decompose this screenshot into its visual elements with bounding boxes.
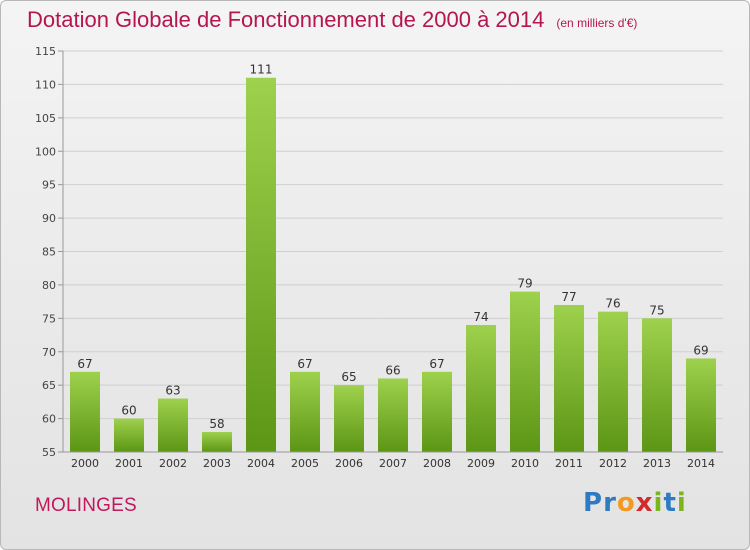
- logo-letter: o: [616, 488, 636, 518]
- y-axis: 55 60 65 70 75 80 85 90 95 100 105 110 115: [35, 45, 64, 459]
- data-label: 67: [77, 357, 92, 371]
- y-tick-label: 60: [42, 413, 56, 426]
- commune-name: MOLINGES: [35, 495, 137, 516]
- logo-letter: P: [583, 488, 604, 518]
- x-tick-label: 2003: [203, 457, 231, 470]
- y-tick-label: 105: [35, 112, 56, 125]
- bar-2008[interactable]: [422, 371, 452, 452]
- bar-2014[interactable]: [686, 358, 716, 452]
- x-tick-label: 2006: [335, 457, 363, 470]
- x-tick-label: 2013: [643, 457, 671, 470]
- bars: [70, 77, 716, 452]
- y-tick-label: 80: [42, 279, 56, 292]
- data-label: 75: [649, 303, 664, 317]
- data-label: 63: [165, 384, 180, 398]
- logo-letter: i: [653, 488, 664, 518]
- chart-title-block: Dotation Globale de Fonctionnement de 20…: [27, 7, 637, 33]
- logo-letter: i: [676, 488, 687, 518]
- x-tick-label: 2014: [687, 457, 715, 470]
- y-tick-label: 110: [35, 78, 56, 91]
- chart-title: Dotation Globale de Fonctionnement de 20…: [27, 7, 545, 32]
- data-label: 65: [341, 370, 356, 384]
- bar-2001[interactable]: [114, 418, 144, 452]
- logo-letter: x: [635, 488, 654, 518]
- data-label: 58: [209, 417, 224, 431]
- bar-2004[interactable]: [246, 77, 276, 452]
- bar-2011[interactable]: [554, 304, 584, 452]
- proxiti-logo[interactable]: Proxiti: [583, 488, 687, 518]
- data-labels: 67 60 63 58 111 67 65 66 67 74 79 77 76 75 69: [77, 63, 708, 431]
- x-tick-label: 2005: [291, 457, 319, 470]
- y-tick-label: 95: [42, 179, 56, 192]
- bar-2012[interactable]: [598, 311, 628, 452]
- data-label: 79: [517, 277, 532, 291]
- bar-2002[interactable]: [158, 398, 188, 452]
- y-tick-label: 55: [42, 446, 56, 459]
- data-label: 69: [693, 343, 708, 357]
- logo-letter: t: [663, 488, 677, 518]
- x-axis: 2000 2001 2002 2003 2004 2005 2006 2007 2008 2009…: [63, 451, 723, 470]
- logo-letter: r: [603, 488, 617, 518]
- x-tick-label: 2004: [247, 457, 275, 470]
- data-label: 77: [561, 290, 576, 304]
- x-tick-label: 2002: [159, 457, 187, 470]
- y-tick-label: 85: [42, 246, 56, 259]
- data-label: 67: [297, 357, 312, 371]
- data-label: 74: [473, 310, 488, 324]
- y-tick-label: 100: [35, 145, 56, 158]
- bar-2000[interactable]: [70, 371, 100, 452]
- bar-chart: 55 60 65 70 75 80 85 90 95 100 105 110 115 67 60 63 58 1…: [35, 45, 723, 470]
- bar-2009[interactable]: [466, 325, 496, 452]
- bar-2006[interactable]: [334, 385, 364, 452]
- y-tick-label: 90: [42, 212, 56, 225]
- bar-2003[interactable]: [202, 431, 232, 452]
- bar-2007[interactable]: [378, 378, 408, 452]
- x-tick-label: 2001: [115, 457, 143, 470]
- x-tick-label: 2010: [511, 457, 539, 470]
- x-tick-label: 2011: [555, 457, 583, 470]
- x-tick-label: 2000: [71, 457, 99, 470]
- x-tick-label: 2008: [423, 457, 451, 470]
- y-tick-label: 75: [42, 312, 56, 325]
- data-label: 66: [385, 363, 400, 377]
- x-tick-label: 2012: [599, 457, 627, 470]
- chart-subtitle: (en milliers d'€): [556, 16, 638, 30]
- data-label: 76: [605, 297, 620, 311]
- bar-2013[interactable]: [642, 318, 672, 452]
- x-tick-label: 2007: [379, 457, 407, 470]
- y-tick-label: 65: [42, 379, 56, 392]
- data-label: 60: [121, 404, 136, 418]
- data-label: 111: [250, 63, 273, 77]
- x-tick-label: 2009: [467, 457, 495, 470]
- bar-2010[interactable]: [510, 291, 540, 452]
- y-tick-label: 70: [42, 346, 56, 359]
- bar-2005[interactable]: [290, 371, 320, 452]
- y-tick-label: 115: [35, 45, 56, 58]
- data-label: 67: [429, 357, 444, 371]
